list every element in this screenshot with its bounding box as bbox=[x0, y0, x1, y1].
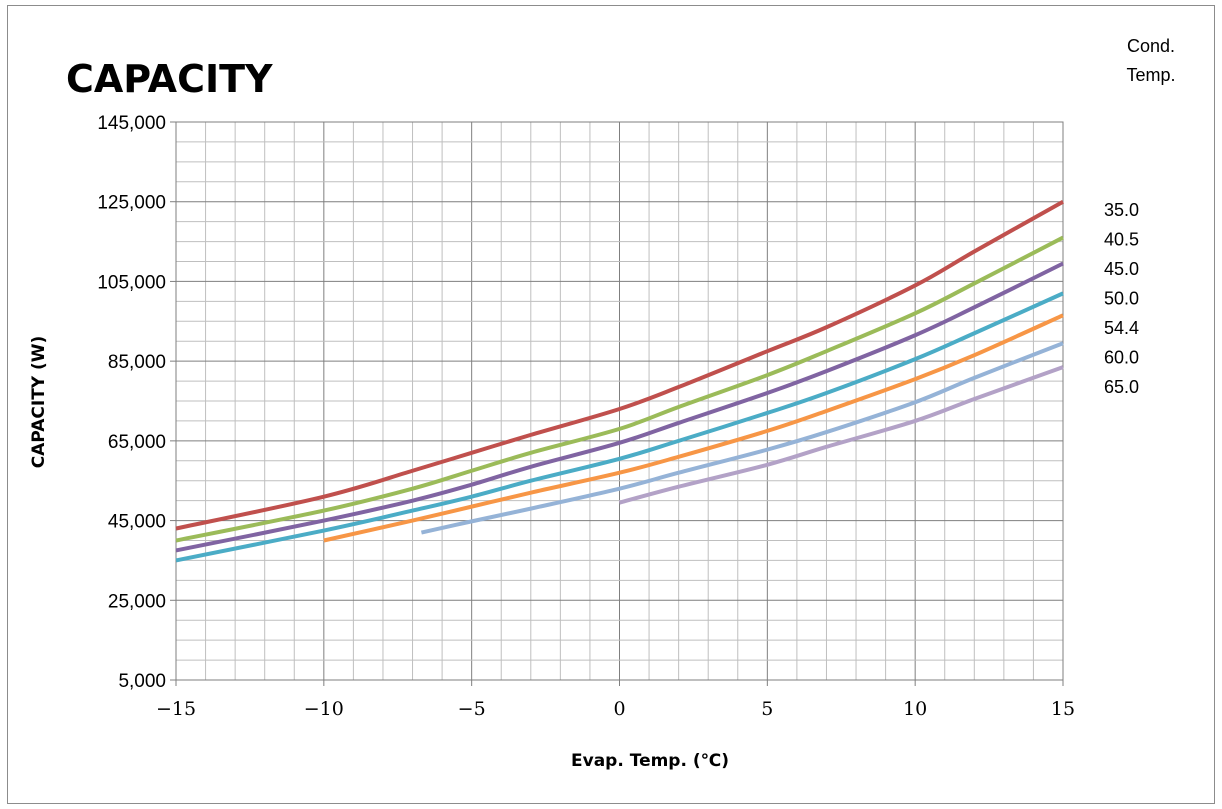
y-tick-label: 85,000 bbox=[108, 352, 166, 373]
x-axis-ticks: −15 −10 −5 0 5 10 15 bbox=[156, 680, 1075, 720]
y-tick-label: 45,000 bbox=[108, 512, 166, 533]
y-tick-label: 105,000 bbox=[97, 272, 166, 293]
series-line-40-5 bbox=[175, 235, 1064, 543]
legend: Cond. Temp. 35.0 40.5 45.0 50.0 54.4 60.0 65.0 bbox=[1104, 36, 1176, 397]
x-tick-label: 5 bbox=[761, 698, 773, 720]
series-lines bbox=[175, 199, 1064, 563]
chart-title: CAPACITY bbox=[66, 57, 273, 101]
legend-title-line: Temp. bbox=[1126, 65, 1175, 85]
series-line-60-0 bbox=[420, 341, 1064, 535]
series-line-65-0 bbox=[618, 365, 1064, 505]
x-tick-label: 10 bbox=[903, 698, 927, 720]
y-tick-label: 65,000 bbox=[108, 432, 166, 453]
series-line-45-0 bbox=[175, 261, 1064, 553]
x-tick-label: −5 bbox=[458, 698, 486, 720]
legend-entry: 54.4 bbox=[1104, 318, 1139, 338]
x-axis-label: Evap. Temp. (℃) bbox=[571, 751, 729, 771]
legend-entry: 45.0 bbox=[1104, 259, 1139, 279]
y-tick-label: 5,000 bbox=[118, 671, 166, 692]
y-tick-label: 125,000 bbox=[97, 193, 166, 214]
legend-entry: 65.0 bbox=[1104, 377, 1139, 397]
legend-title-line: Cond. bbox=[1127, 36, 1175, 56]
series-line-35-0 bbox=[175, 199, 1064, 531]
legend-entry: 60.0 bbox=[1104, 348, 1139, 368]
y-tick-label: 145,000 bbox=[97, 113, 166, 134]
legend-entry: 35.0 bbox=[1104, 200, 1139, 220]
legend-entry: 40.5 bbox=[1104, 230, 1139, 250]
y-axis-ticks: 5,000 25,000 45,000 65,000 85,000 105,000 125,… bbox=[97, 113, 176, 692]
x-tick-label: −10 bbox=[304, 698, 344, 720]
x-tick-label: −15 bbox=[156, 698, 196, 720]
series-line-54-4 bbox=[323, 313, 1064, 543]
y-axis-label: CAPACITY (W) bbox=[29, 336, 49, 469]
grid bbox=[175, 121, 1064, 681]
chart-frame bbox=[7, 5, 1215, 804]
legend-entry: 50.0 bbox=[1104, 289, 1139, 309]
x-tick-label: 15 bbox=[1051, 698, 1075, 720]
series-line-50-0 bbox=[175, 291, 1064, 563]
y-tick-label: 25,000 bbox=[108, 591, 166, 612]
x-tick-label: 0 bbox=[613, 698, 625, 720]
